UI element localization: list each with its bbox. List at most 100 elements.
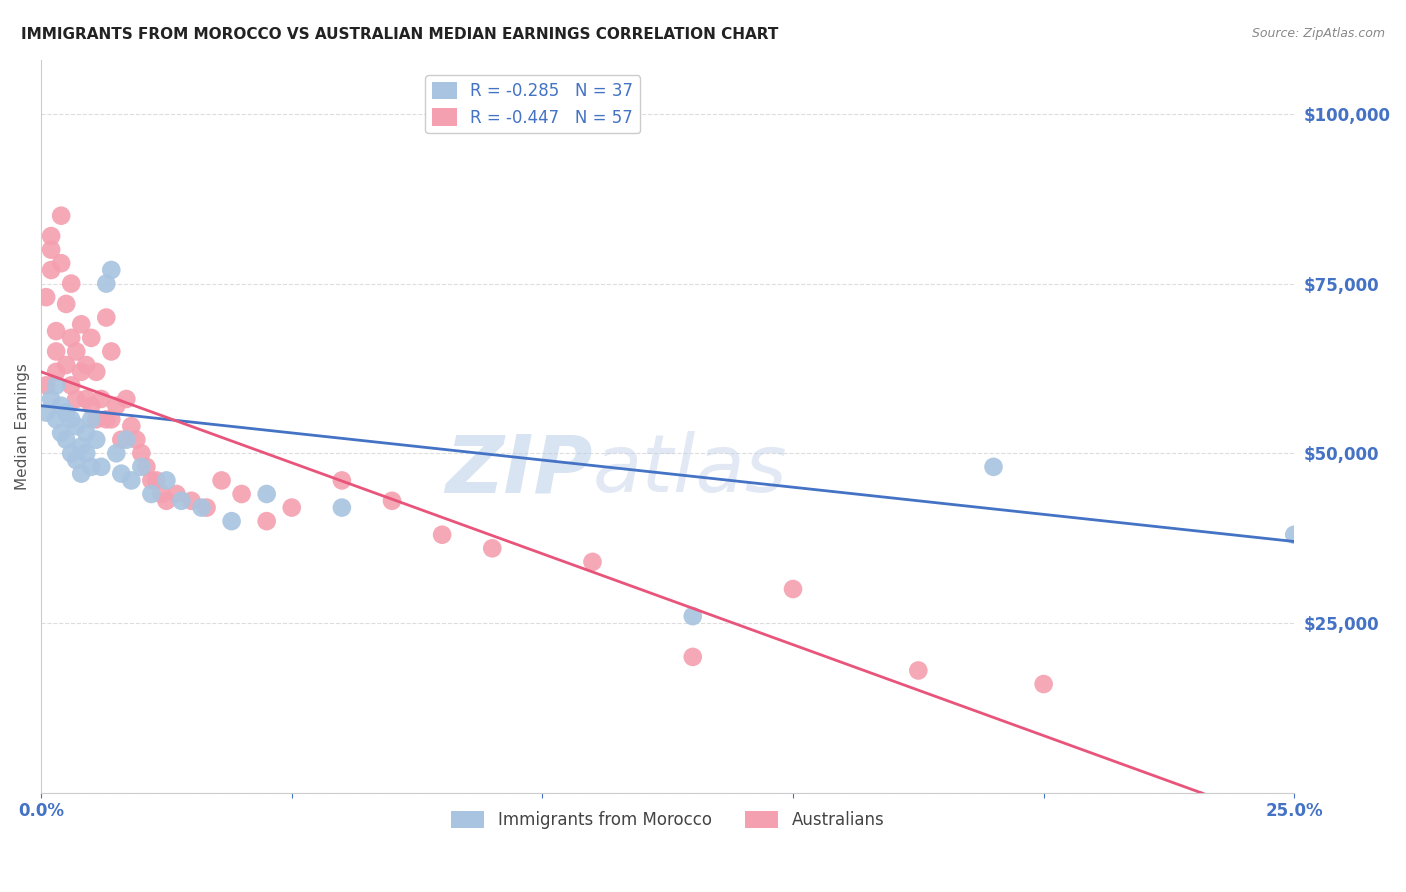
Point (256, 487, 278, 501)
Text: IMMIGRANTS FROM MOROCCO VS AUSTRALIAN MEDIAN EARNINGS CORRELATION CHART: IMMIGRANTS FROM MOROCCO VS AUSTRALIAN ME… (21, 27, 779, 42)
Point (115, 433, 138, 447)
Point (105, 399, 128, 413)
Point (120, 474, 142, 488)
Point (45, 412, 67, 426)
Point (51, 256, 73, 270)
Point (90, 392, 112, 406)
Point (80, 412, 103, 426)
Point (110, 467, 132, 481)
Point (39, 243, 62, 257)
Point (84, 365, 107, 379)
Point (135, 459, 157, 474)
Point (39, 229, 62, 244)
Point (381, 493, 404, 508)
Point (481, 541, 503, 556)
Point (682, 649, 704, 664)
Point (55, 433, 77, 447)
Point (75, 446, 97, 460)
Point (60, 412, 83, 426)
Point (105, 446, 128, 460)
Point (100, 263, 122, 277)
Point (166, 487, 188, 501)
Point (84, 412, 107, 426)
Point (60, 331, 83, 345)
Point (39, 263, 62, 277)
Point (581, 555, 603, 569)
Point (51, 209, 73, 223)
Point (96, 310, 118, 325)
Point (80, 331, 103, 345)
Point (45, 344, 67, 359)
Point (180, 493, 202, 508)
Point (155, 493, 177, 508)
Point (55, 358, 77, 372)
Point (782, 582, 804, 596)
Point (100, 412, 122, 426)
Point (115, 392, 138, 406)
Point (131, 446, 153, 460)
Point (231, 487, 253, 501)
Point (141, 474, 163, 488)
Point (330, 500, 353, 515)
Point (51, 399, 73, 413)
Point (131, 459, 153, 474)
Point (70, 318, 93, 332)
Point (211, 474, 233, 488)
Point (35, 406, 58, 420)
Point (280, 500, 302, 515)
Point (96, 277, 118, 291)
Point (45, 378, 67, 392)
Point (45, 365, 67, 379)
Point (141, 487, 163, 501)
Point (75, 358, 97, 372)
Point (39, 392, 62, 406)
Point (907, 664, 929, 678)
Point (65, 392, 87, 406)
Point (96, 412, 118, 426)
Point (35, 378, 58, 392)
Y-axis label: Median Earnings: Median Earnings (15, 363, 30, 490)
Point (60, 277, 83, 291)
Point (125, 433, 148, 447)
Point (84, 433, 107, 447)
Point (221, 514, 243, 528)
Point (70, 467, 93, 481)
Point (150, 487, 173, 501)
Legend: Immigrants from Morocco, Australians: Immigrants from Morocco, Australians (444, 804, 891, 836)
Point (65, 344, 87, 359)
Point (75, 392, 97, 406)
Point (70, 365, 93, 379)
Point (983, 459, 1005, 474)
Point (80, 399, 103, 413)
Point (45, 324, 67, 338)
Text: atlas: atlas (592, 431, 787, 509)
Point (90, 459, 112, 474)
Point (170, 493, 193, 508)
Point (110, 433, 132, 447)
Point (35, 290, 58, 304)
Point (120, 419, 142, 434)
Point (155, 474, 177, 488)
Point (330, 474, 353, 488)
Point (190, 500, 212, 515)
Point (682, 609, 704, 624)
Point (60, 446, 83, 460)
Text: Source: ZipAtlas.com: Source: ZipAtlas.com (1251, 27, 1385, 40)
Point (65, 419, 87, 434)
Point (430, 527, 453, 541)
Point (55, 406, 77, 420)
Point (145, 474, 167, 488)
Point (51, 425, 73, 440)
Point (1032, 677, 1054, 691)
Point (80, 459, 103, 474)
Point (1284, 527, 1306, 541)
Point (256, 514, 278, 528)
Point (70, 440, 93, 454)
Point (100, 344, 122, 359)
Point (75, 425, 97, 440)
Text: ZIP: ZIP (446, 431, 592, 509)
Point (195, 500, 218, 515)
Point (60, 378, 83, 392)
Point (55, 297, 77, 311)
Point (65, 453, 87, 467)
